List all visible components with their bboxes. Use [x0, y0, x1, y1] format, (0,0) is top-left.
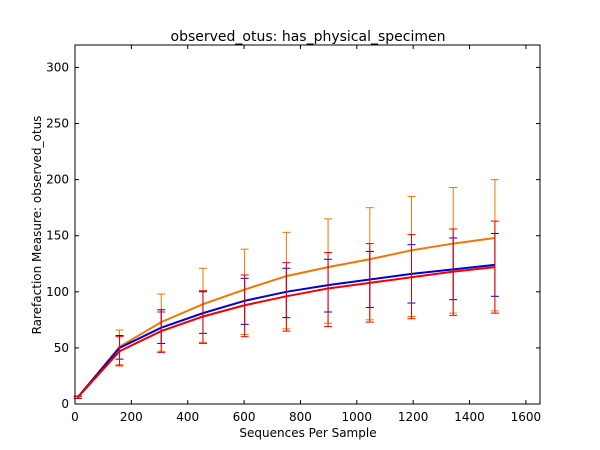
x-tick-label: 1200	[398, 410, 429, 424]
chart-title: observed_otus: has_physical_specimen	[171, 29, 446, 45]
y-tick-label: 200	[46, 173, 69, 187]
x-tick-label: 1600	[511, 410, 542, 424]
x-tick-label: 400	[176, 410, 199, 424]
y-tick-label: 0	[61, 397, 69, 411]
y-axis-title: Rarefaction Measure: observed_otus	[30, 116, 44, 335]
series-line	[77, 266, 496, 398]
plot-frame	[74, 44, 541, 405]
axis-ticks: 0 200 400 600 800 1000 1200 1400 1600 0 50 100 150 20…	[46, 45, 541, 424]
y-tick-label: 300	[46, 60, 69, 74]
y-tick-label: 100	[46, 285, 69, 299]
x-tick-label: 800	[289, 410, 312, 424]
x-tick-label: 1000	[342, 410, 373, 424]
x-tick-label: 200	[120, 410, 143, 424]
plot-area	[73, 179, 499, 399]
x-tick-label: 1400	[454, 410, 485, 424]
series-2	[73, 220, 499, 399]
y-tick-label: 150	[46, 229, 69, 243]
x-tick-label: 600	[233, 410, 256, 424]
x-tick-label: 0	[71, 410, 79, 424]
y-tick-label: 50	[54, 341, 69, 355]
x-axis-title: Sequences Per Sample	[239, 426, 376, 440]
y-tick-label: 250	[46, 117, 69, 131]
